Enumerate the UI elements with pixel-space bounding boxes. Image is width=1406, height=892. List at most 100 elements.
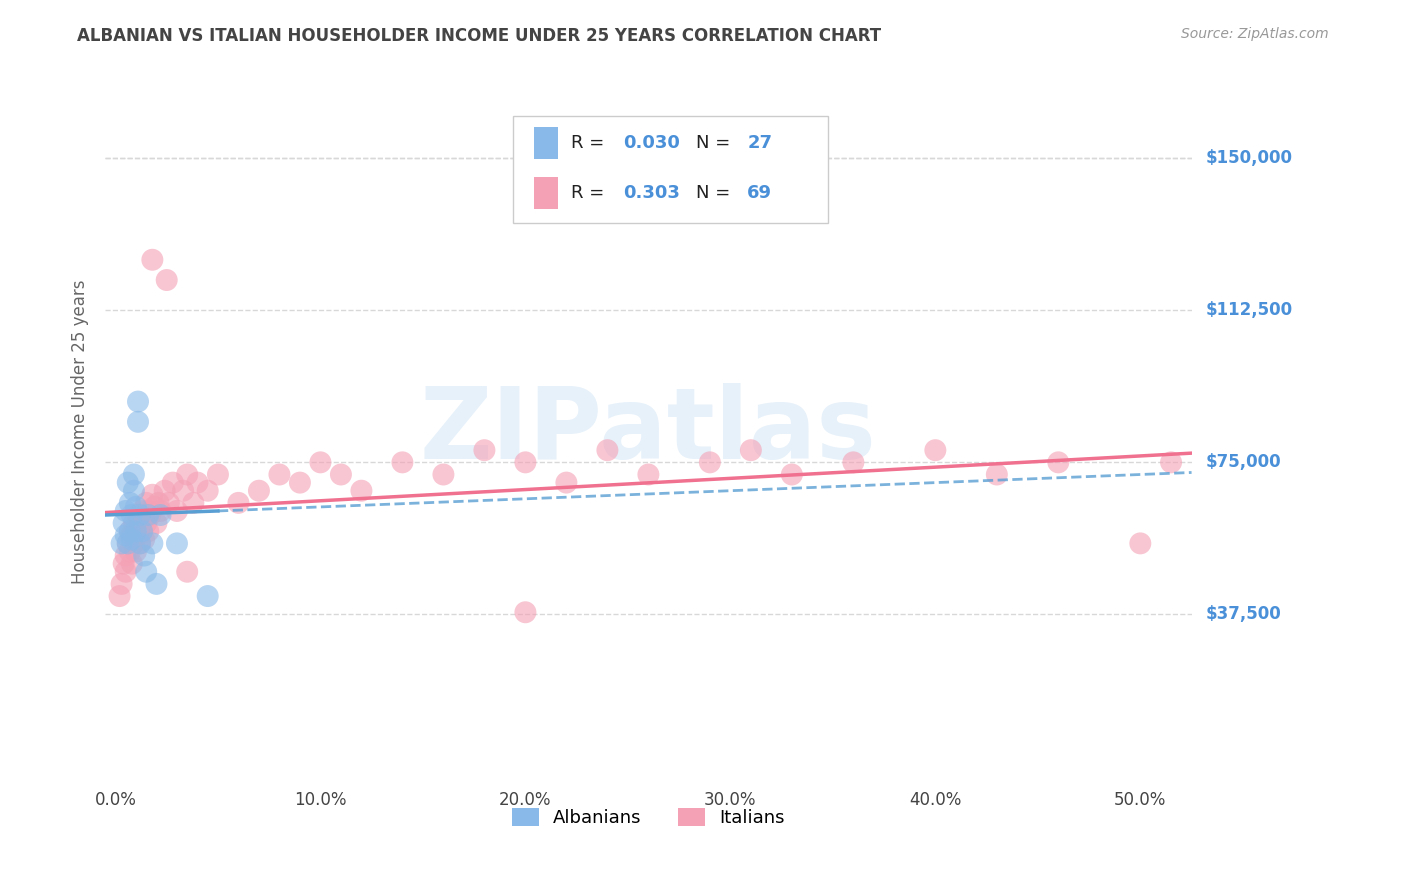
Point	[143, 500, 166, 514]
Text: R =: R =	[571, 184, 610, 202]
FancyBboxPatch shape	[534, 177, 558, 209]
Point	[474, 443, 496, 458]
Text: 0.030: 0.030	[623, 134, 681, 152]
Point	[129, 516, 152, 530]
Point	[118, 524, 141, 539]
Point	[176, 565, 198, 579]
Point	[127, 508, 149, 522]
Point	[121, 533, 143, 547]
Point	[166, 536, 188, 550]
Point	[1129, 536, 1152, 550]
Point	[136, 504, 159, 518]
Point	[136, 524, 159, 539]
Point	[288, 475, 311, 490]
Point	[986, 467, 1008, 482]
Point	[269, 467, 291, 482]
Point	[780, 467, 803, 482]
Point	[135, 516, 157, 530]
Text: ALBANIAN VS ITALIAN HOUSEHOLDER INCOME UNDER 25 YEARS CORRELATION CHART: ALBANIAN VS ITALIAN HOUSEHOLDER INCOME U…	[77, 27, 882, 45]
Text: R =: R =	[571, 134, 610, 152]
Point	[129, 536, 152, 550]
Point	[139, 508, 162, 522]
Point	[110, 577, 132, 591]
Point	[145, 577, 167, 591]
Point	[118, 524, 141, 539]
Point	[125, 524, 148, 539]
Point	[118, 496, 141, 510]
Point	[197, 589, 219, 603]
Point	[121, 528, 143, 542]
Text: Source: ZipAtlas.com: Source: ZipAtlas.com	[1181, 27, 1329, 41]
Point	[117, 536, 139, 550]
Point	[309, 455, 332, 469]
Point	[924, 443, 946, 458]
Point	[156, 273, 179, 287]
Point	[122, 536, 145, 550]
Point	[141, 488, 163, 502]
Point	[127, 415, 149, 429]
Point	[125, 524, 148, 539]
Text: N =: N =	[696, 134, 737, 152]
Point	[1160, 455, 1182, 469]
Point	[121, 508, 143, 522]
Point	[108, 589, 131, 603]
Point	[228, 496, 250, 510]
Point	[117, 475, 139, 490]
FancyBboxPatch shape	[513, 117, 828, 223]
Point	[114, 504, 136, 518]
Point	[842, 455, 865, 469]
Point	[141, 252, 163, 267]
Point	[186, 475, 208, 490]
Point	[136, 508, 159, 522]
Point	[247, 483, 270, 498]
Point	[148, 496, 170, 510]
Point	[141, 536, 163, 550]
Point	[166, 504, 188, 518]
Point	[121, 557, 143, 571]
Point	[112, 557, 135, 571]
Point	[117, 536, 139, 550]
Point	[515, 605, 537, 619]
Point	[122, 483, 145, 498]
Text: N =: N =	[696, 184, 737, 202]
Point	[129, 508, 152, 522]
Point	[131, 504, 153, 518]
Point	[134, 533, 156, 547]
Point	[157, 496, 180, 510]
Text: $112,500: $112,500	[1205, 301, 1292, 319]
Point	[131, 524, 153, 539]
Point	[112, 516, 135, 530]
Point	[135, 496, 157, 510]
Point	[149, 504, 172, 518]
Text: ZIPatlas: ZIPatlas	[420, 384, 877, 481]
Point	[131, 524, 153, 539]
Text: $75,000: $75,000	[1205, 453, 1281, 471]
Point	[172, 483, 194, 498]
Point	[699, 455, 721, 469]
Point	[110, 536, 132, 550]
Point	[555, 475, 578, 490]
Point	[176, 467, 198, 482]
Point	[149, 508, 172, 522]
Text: 0.303: 0.303	[623, 184, 681, 202]
Point	[122, 467, 145, 482]
FancyBboxPatch shape	[534, 127, 558, 159]
Point	[153, 483, 176, 498]
Point	[740, 443, 762, 458]
Text: 69: 69	[747, 184, 772, 202]
Text: 27: 27	[747, 134, 772, 152]
Point	[162, 475, 184, 490]
Point	[118, 544, 141, 558]
Point	[350, 483, 373, 498]
Y-axis label: Householder Income Under 25 years: Householder Income Under 25 years	[72, 280, 89, 584]
Point	[197, 483, 219, 498]
Point	[515, 455, 537, 469]
Point	[145, 516, 167, 530]
Point	[432, 467, 454, 482]
Point	[125, 500, 148, 514]
Text: $150,000: $150,000	[1205, 150, 1292, 168]
Point	[391, 455, 413, 469]
Point	[122, 516, 145, 530]
Point	[135, 565, 157, 579]
Point	[125, 544, 148, 558]
